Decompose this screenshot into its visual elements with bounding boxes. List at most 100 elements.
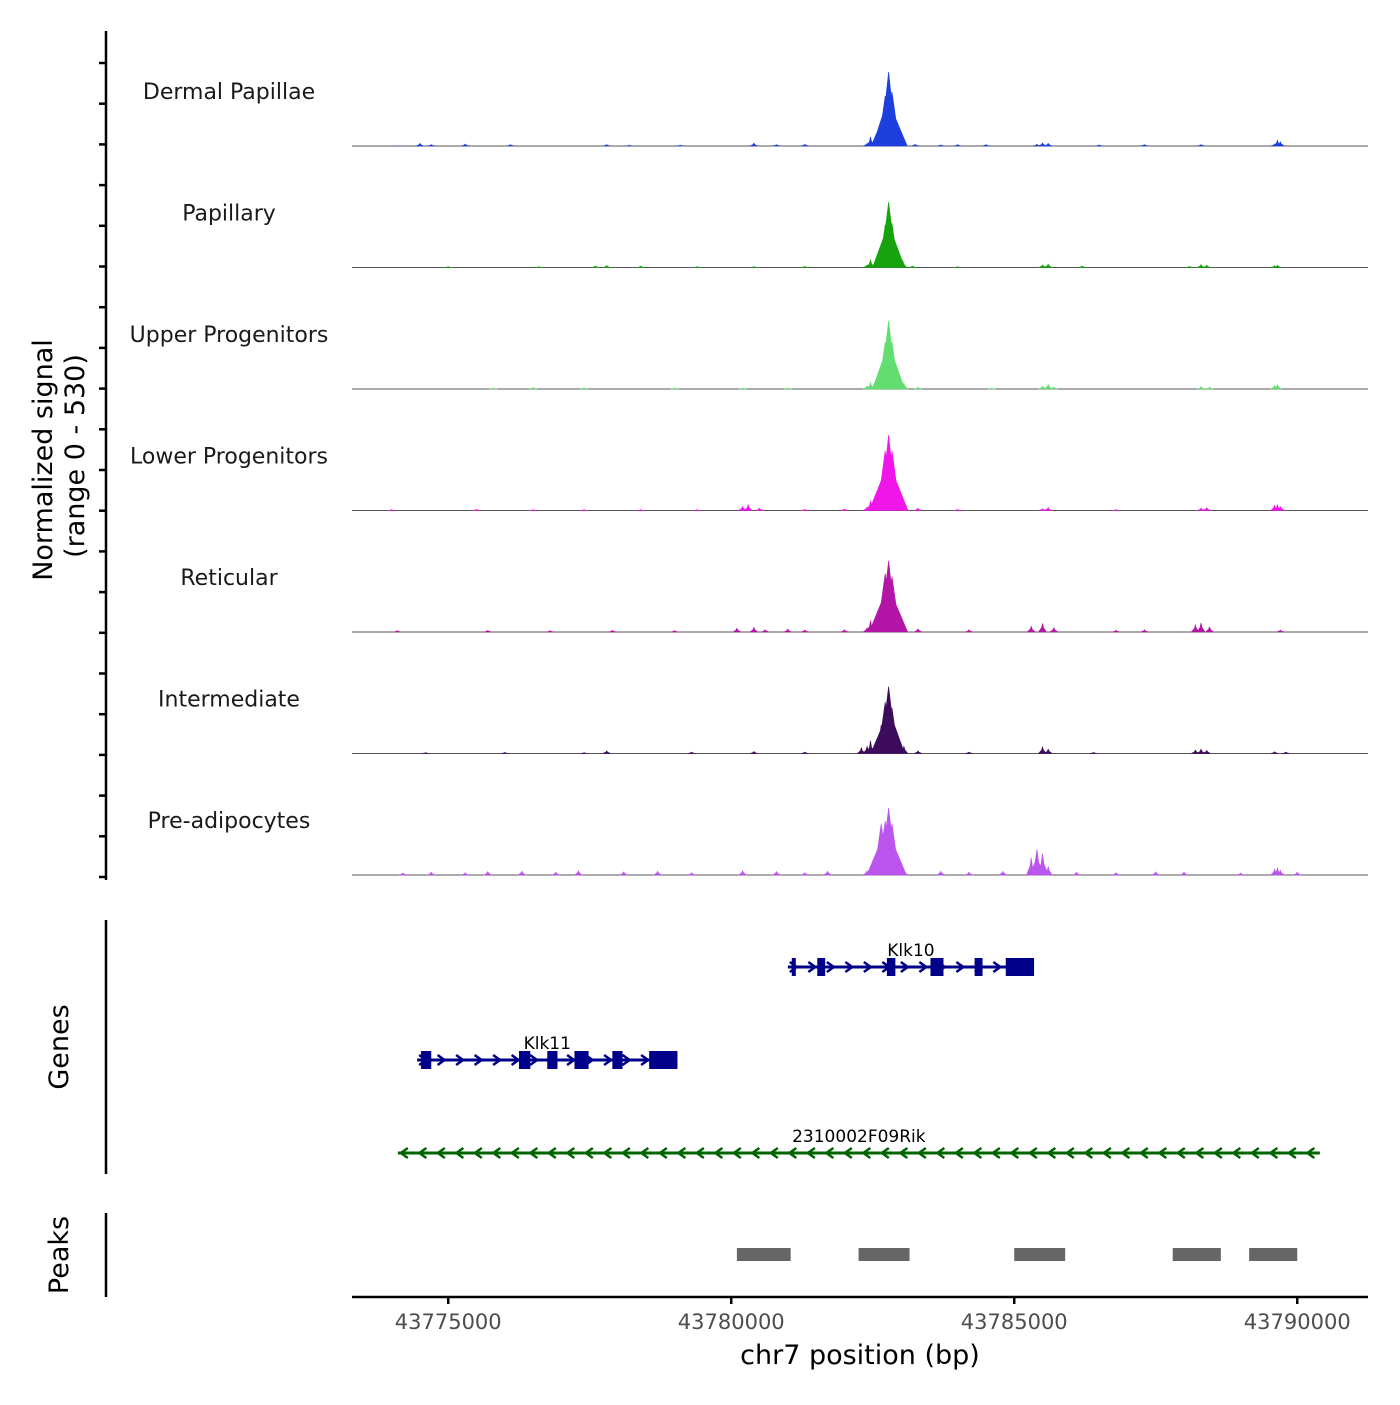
x-axis: 43775000 43780000 43785000 43790000 chr7 po… — [352, 1295, 1368, 1371]
strand-arrow-2310002f09rik-13 — [639, 1146, 650, 1160]
signal-area-intermediate — [421, 686, 1290, 754]
track-label-reticular: Reticular — [180, 566, 278, 591]
peaks-panel: Peaks — [44, 1213, 1298, 1297]
strand-arrow-2310002f09rik-47 — [1268, 1146, 1279, 1160]
strand-arrow-klk10-1 — [807, 960, 818, 974]
strand-arrow-klk11-11 — [621, 1053, 632, 1067]
strand-arrow-2310002f09rik-35 — [1046, 1146, 1057, 1160]
strand-arrow-2310002f09rik-28 — [916, 1146, 927, 1160]
signal-area-lower-progenitors — [387, 434, 1286, 511]
strand-arrow-2310002f09rik-34 — [1027, 1146, 1038, 1160]
track-label-intermediate: Intermediate — [158, 688, 300, 713]
track-label-pre-adipocytes: Pre-adipocytes — [148, 809, 311, 834]
strand-arrow-2310002f09rik-11 — [602, 1146, 613, 1160]
track-intermediate: Intermediate — [158, 686, 1368, 754]
strand-arrow-2310002f09rik-19 — [750, 1146, 761, 1160]
strand-arrow-2310002f09rik-45 — [1231, 1146, 1242, 1160]
strand-arrow-2310002f09rik-42 — [1175, 1146, 1186, 1160]
strand-arrow-2310002f09rik-32 — [990, 1146, 1001, 1160]
strand-arrow-klk10-11 — [992, 960, 1003, 974]
peak-region-4 — [1249, 1248, 1298, 1261]
track-papillary: Papillary — [182, 202, 1368, 268]
strand-arrow-2310002f09rik-48 — [1286, 1146, 1297, 1160]
peak-region-2 — [1014, 1248, 1066, 1261]
strand-arrow-2310002f09rik-14 — [657, 1146, 668, 1160]
strand-arrow-2310002f09rik-30 — [953, 1146, 964, 1160]
strand-arrow-klk10-4 — [863, 960, 873, 974]
signal-area-upper-progenitors — [489, 320, 1283, 390]
track-label-papillary: Papillary — [182, 202, 276, 227]
exon-klk11-3 — [574, 1051, 589, 1069]
strand-arrow-klk11-3 — [473, 1053, 484, 1067]
strand-arrow-2310002f09rik-31 — [972, 1146, 983, 1160]
track-reticular: Reticular — [180, 560, 1368, 633]
strand-arrow-2310002f09rik-44 — [1212, 1146, 1223, 1160]
strand-arrow-klk10-3 — [844, 960, 855, 974]
x-axis-ticks: 43775000 43780000 43785000 43790000 — [395, 1297, 1351, 1334]
strand-arrow-2310002f09rik-33 — [1009, 1146, 1020, 1160]
strand-arrow-2310002f09rik-4 — [472, 1146, 483, 1160]
signal-y-ticks — [99, 61, 106, 879]
strand-arrow-2310002f09rik-10 — [583, 1146, 594, 1160]
strand-arrow-2310002f09rik-43 — [1194, 1146, 1205, 1160]
signal-y-axis-label-line2: (range 0 - 530) — [60, 354, 91, 558]
strand-arrow-2310002f09rik-24 — [842, 1146, 853, 1160]
gene-klk11: Klk11 — [417, 1034, 678, 1069]
strand-arrow-klk11-1 — [436, 1053, 447, 1067]
gene-models: Klk10 Klk11 2310002F09Rik — [397, 941, 1320, 1160]
strand-arrow-2310002f09rik-23 — [824, 1146, 835, 1160]
strand-arrow-2310002f09rik-16 — [694, 1146, 705, 1160]
strand-arrow-2310002f09rik-39 — [1120, 1146, 1131, 1160]
strand-arrow-2310002f09rik-18 — [731, 1146, 742, 1160]
track-upper-progenitors: Upper Progenitors — [130, 320, 1368, 390]
exon-klk10-2 — [886, 958, 896, 976]
strand-arrow-2310002f09rik-0 — [398, 1146, 409, 1160]
track-label-dermal-papillae: Dermal Papillae — [143, 80, 315, 105]
peak-region-1 — [858, 1248, 910, 1261]
peaks-y-axis-label: Peaks — [44, 1216, 75, 1294]
exon-klk10-0 — [791, 958, 796, 976]
strand-arrow-klk10-6 — [900, 960, 910, 974]
x-tick-label-1: 43780000 — [678, 1310, 785, 1334]
exon-klk11-4 — [612, 1051, 623, 1069]
strand-arrow-klk10-2 — [826, 960, 836, 974]
exon-klk10-5 — [1005, 958, 1035, 976]
strand-arrow-2310002f09rik-46 — [1249, 1146, 1260, 1160]
strand-arrow-2310002f09rik-8 — [546, 1146, 557, 1160]
strand-arrow-klk11-8 — [566, 1053, 577, 1067]
strand-arrow-2310002f09rik-9 — [565, 1146, 576, 1160]
strand-arrow-2310002f09rik-27 — [898, 1146, 909, 1160]
signal-area-papillary — [444, 201, 1282, 268]
strand-arrow-klk11-10 — [603, 1053, 614, 1067]
track-lower-progenitors: Lower Progenitors — [130, 434, 1368, 511]
strand-arrow-2310002f09rik-26 — [879, 1146, 890, 1160]
strand-arrow-2310002f09rik-6 — [509, 1146, 520, 1160]
strand-arrow-2310002f09rik-49 — [1305, 1146, 1316, 1160]
strand-arrow-2310002f09rik-3 — [454, 1146, 465, 1160]
x-axis-title: chr7 position (bp) — [740, 1340, 980, 1371]
strand-arrow-2310002f09rik-41 — [1157, 1146, 1168, 1160]
exon-klk11-1 — [518, 1051, 531, 1069]
strand-arrow-2310002f09rik-1 — [417, 1146, 428, 1160]
exon-klk11-2 — [547, 1051, 558, 1069]
exon-klk10-3 — [930, 958, 944, 976]
gene-2310002f09rik: 2310002F09Rik — [397, 1127, 1320, 1160]
signal-area-dermal-papillae — [394, 71, 1286, 147]
exon-klk10-4 — [974, 958, 983, 976]
track-pre-adipocytes: Pre-adipocytes — [148, 807, 1368, 876]
x-tick-label-2: 43785000 — [961, 1310, 1068, 1334]
signal-area-pre-adipocytes — [398, 807, 1302, 876]
peak-regions — [736, 1248, 1298, 1261]
strand-arrow-2310002f09rik-17 — [713, 1146, 724, 1160]
strand-arrow-klk11-12 — [640, 1053, 651, 1067]
gene-label-klk11: Klk11 — [524, 1034, 571, 1054]
strand-arrow-2310002f09rik-36 — [1064, 1146, 1075, 1160]
strand-arrow-2310002f09rik-21 — [787, 1146, 798, 1160]
signal-y-axis: Normalized signal (range 0 - 530) — [28, 31, 108, 880]
strand-arrow-2310002f09rik-40 — [1138, 1146, 1149, 1160]
genes-y-axis-label: Genes — [44, 1004, 75, 1089]
signal-tracks: Dermal Papillae Papillary Upper Progenitor… — [130, 71, 1368, 876]
strand-arrow-2310002f09rik-25 — [861, 1146, 872, 1160]
strand-arrow-klk10-9 — [955, 960, 966, 974]
strand-arrow-2310002f09rik-37 — [1083, 1146, 1094, 1160]
